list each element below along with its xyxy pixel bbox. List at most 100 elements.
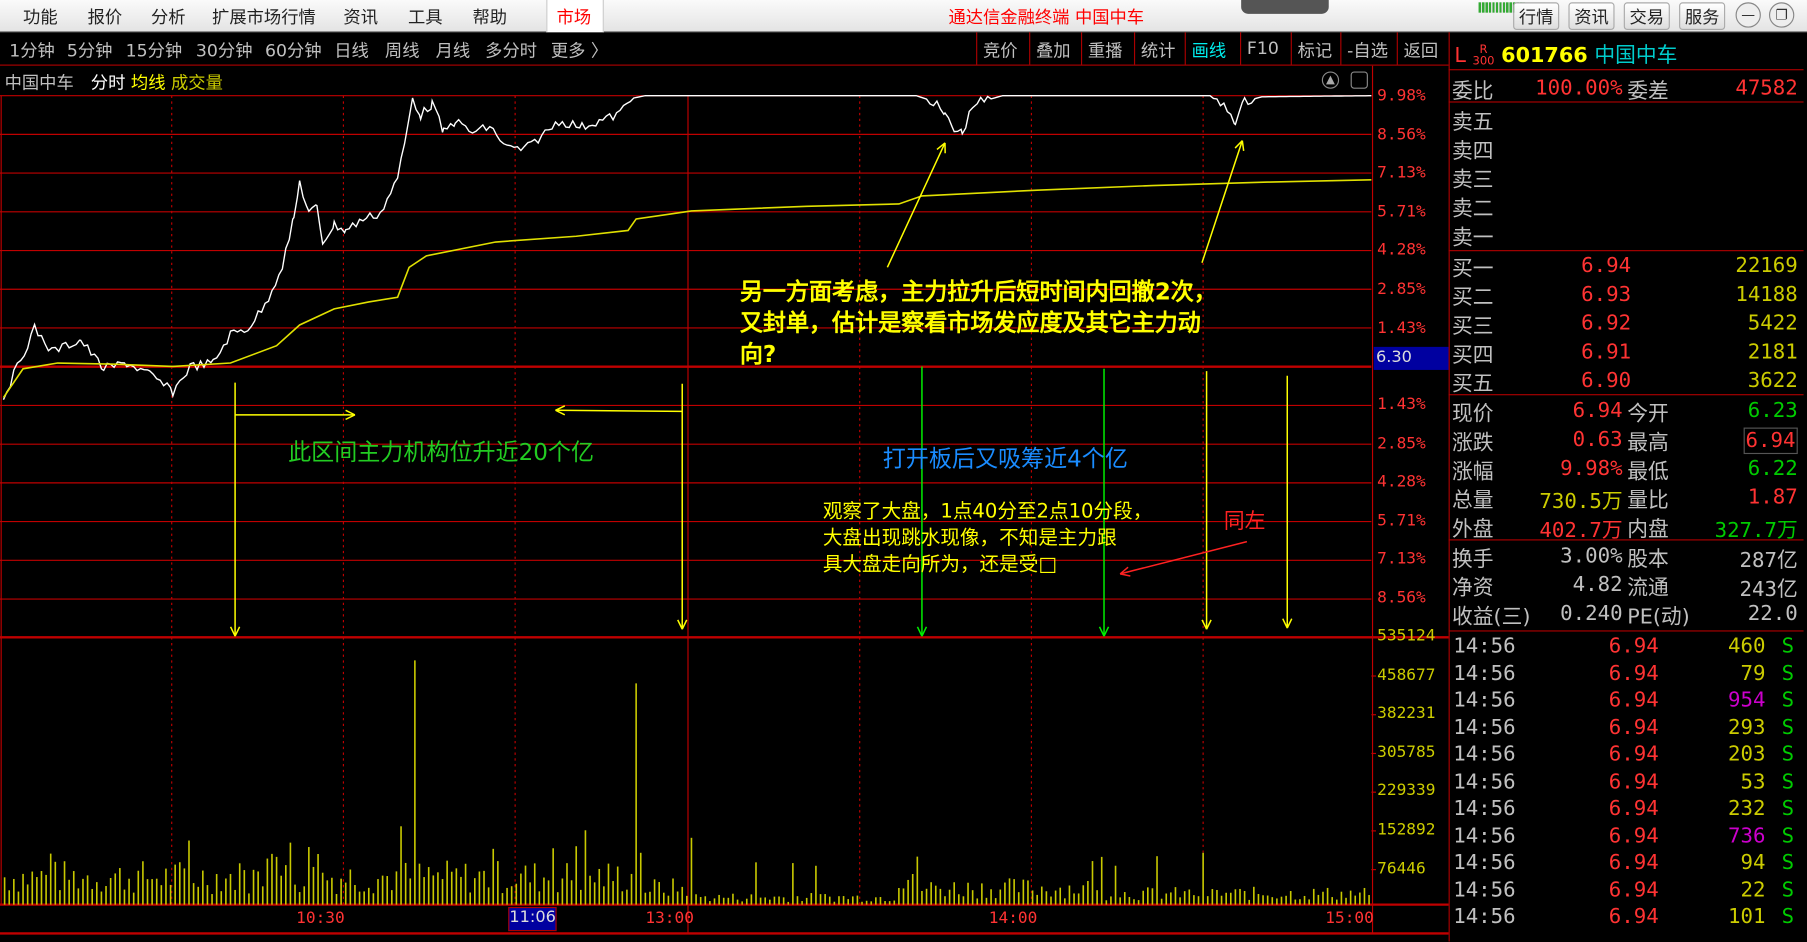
- stock-title: 中国中车: [1594, 44, 1677, 68]
- time-cursor-label: 11:06: [508, 907, 556, 931]
- stat-label: 涨幅: [1452, 455, 1493, 485]
- tick-time: 14:56: [1453, 661, 1515, 685]
- tick-time: 14:56: [1453, 769, 1515, 793]
- tick-side: S: [1782, 715, 1794, 739]
- price-axis-label: 8.56%: [1377, 589, 1426, 607]
- bid-volume: 22169: [1735, 254, 1797, 278]
- tick-time: 14:56: [1453, 742, 1515, 766]
- bid-level-label: 买三: [1452, 310, 1493, 340]
- tick-volume: 94: [1741, 850, 1766, 874]
- annotation-top: 另一方面考虑，主力拉升后短时间内回撤2次， 又封单，估计是察看市场发应度及其它主…: [740, 277, 1217, 370]
- tick-volume: 101: [1728, 905, 1765, 929]
- weicha-label: 委差: [1627, 75, 1668, 105]
- bid-level-label: 买二: [1452, 281, 1493, 311]
- fin-value: 287亿: [1740, 544, 1798, 574]
- tick-price: 6.94: [1609, 742, 1659, 766]
- tick-volume: 736: [1728, 823, 1765, 847]
- tick-price: 6.94: [1609, 878, 1659, 902]
- bid-price[interactable]: 6.93: [1581, 282, 1631, 306]
- annotation-arrow: [887, 143, 945, 267]
- bid-volume: 14188: [1735, 282, 1797, 306]
- stat-label: 内盘: [1627, 513, 1668, 543]
- volume-axis-label: 382231: [1377, 704, 1435, 722]
- tick-price: 6.94: [1609, 796, 1659, 820]
- price-axis-label: 9.98%: [1377, 86, 1426, 104]
- annotation-arrow: [1202, 141, 1242, 263]
- bid-price[interactable]: 6.90: [1581, 369, 1631, 393]
- stock-code: 601766: [1501, 44, 1588, 68]
- stat-value: 9.98%: [1560, 456, 1622, 480]
- annotation-red: 同左: [1224, 505, 1265, 535]
- fin-label: PE(动): [1627, 600, 1690, 630]
- tick-volume: 293: [1728, 715, 1765, 739]
- tick-time: 14:56: [1453, 634, 1515, 658]
- price-axis-label: 1.43%: [1377, 319, 1426, 337]
- tick-side: S: [1782, 796, 1794, 820]
- volume-axis-label: 305785: [1377, 743, 1435, 761]
- fin-value: 3.00%: [1560, 544, 1622, 568]
- time-axis-label: 10:30: [296, 909, 345, 927]
- fin-label: 换手: [1452, 543, 1493, 573]
- tick-side: S: [1782, 688, 1794, 712]
- stat-label: 今开: [1627, 398, 1668, 428]
- tick-price: 6.94: [1609, 850, 1659, 874]
- price-axis-label: 2.85%: [1377, 434, 1426, 452]
- tick-price: 6.94: [1609, 661, 1659, 685]
- tick-volume: 203: [1728, 742, 1765, 766]
- tick-time: 14:56: [1453, 796, 1515, 820]
- price-axis-label: 2.85%: [1377, 280, 1426, 298]
- stat-label: 最低: [1627, 455, 1668, 485]
- volume-axis-label: 76446: [1377, 859, 1426, 877]
- tick-time: 14:56: [1453, 905, 1515, 929]
- annotation-arrow: [555, 410, 682, 411]
- stat-label: 量比: [1627, 484, 1668, 514]
- weicha-value: 47582: [1735, 76, 1797, 100]
- bid-volume: 2181: [1748, 340, 1798, 364]
- tick-time: 14:56: [1453, 715, 1515, 739]
- tick-side: S: [1782, 823, 1794, 847]
- price-axis-label: 7.13%: [1377, 550, 1426, 568]
- stat-value: 6.23: [1748, 399, 1798, 423]
- annotation-blue: 打开板后又吸筹近4个亿: [883, 440, 1128, 473]
- volume-axis-label: 535124: [1377, 627, 1435, 645]
- tick-volume: 232: [1728, 796, 1765, 820]
- fin-value: 0.240: [1560, 602, 1622, 626]
- base-price-label: 6.30: [1374, 347, 1449, 370]
- tick-time: 14:56: [1453, 878, 1515, 902]
- fin-label: 净资: [1452, 572, 1493, 602]
- tick-price: 6.94: [1609, 634, 1659, 658]
- bid-volume: 3622: [1748, 369, 1798, 393]
- annotation-yellow: 观察了大盘，1点40分至2点10分段， 大盘出现跳水现像，不知是主力跟 具大盘走…: [823, 499, 1152, 579]
- tick-side: S: [1782, 742, 1794, 766]
- stat-value: 327.7万: [1715, 514, 1798, 544]
- tick-time: 14:56: [1453, 688, 1515, 712]
- ask-level-label: 卖一: [1452, 221, 1493, 251]
- stat-label: 外盘: [1452, 513, 1493, 543]
- annotation-arrow-head: [1242, 141, 1243, 151]
- annotation-green: 此区间主力机构位升近20个亿: [288, 433, 594, 466]
- fin-value: 22.0: [1748, 602, 1798, 626]
- stat-value: 402.7万: [1539, 514, 1622, 544]
- tick-price: 6.94: [1609, 905, 1659, 929]
- stat-value: 6.94: [1573, 399, 1623, 423]
- fin-label: 流通: [1627, 572, 1668, 602]
- tick-volume: 954: [1728, 688, 1765, 712]
- fin-value: 4.82: [1573, 573, 1623, 597]
- stat-value: 6.22: [1748, 456, 1798, 480]
- tick-volume: 460: [1728, 634, 1765, 658]
- bid-price[interactable]: 6.94: [1581, 254, 1631, 278]
- bid-level-label: 买一: [1452, 252, 1493, 282]
- price-axis-label: 8.56%: [1377, 125, 1426, 143]
- price-axis-label: 5.71%: [1377, 203, 1426, 221]
- volume-axis-label: 229339: [1377, 782, 1435, 800]
- price-axis-label: 7.13%: [1377, 164, 1426, 182]
- bid-price[interactable]: 6.91: [1581, 340, 1631, 364]
- bid-level-label: 买四: [1452, 339, 1493, 369]
- fin-label: 收益(三): [1452, 600, 1530, 630]
- tick-time: 14:56: [1453, 823, 1515, 847]
- stat-label: 最高: [1627, 426, 1668, 456]
- tick-side: S: [1782, 905, 1794, 929]
- bid-price[interactable]: 6.92: [1581, 311, 1631, 335]
- ask-level-label: 卖四: [1452, 135, 1493, 165]
